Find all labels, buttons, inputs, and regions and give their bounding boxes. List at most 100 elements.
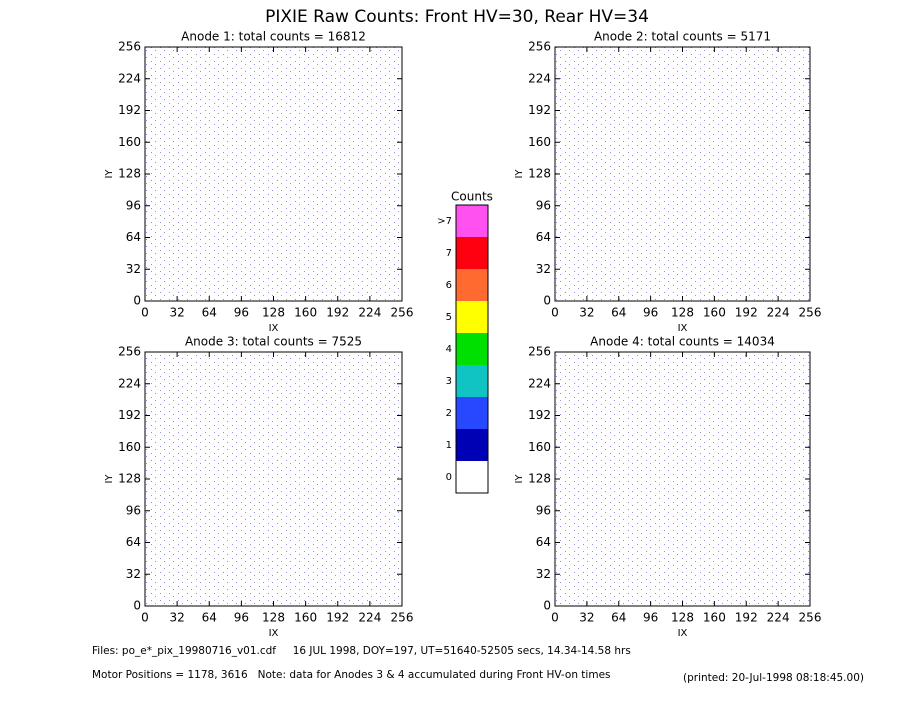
colorbar-label: >7 — [437, 216, 452, 227]
y-tick-label: 160 — [528, 440, 551, 454]
x-tick-label: 160 — [294, 306, 317, 320]
x-tick-label: 224 — [358, 306, 381, 320]
x-tick-label: 32 — [169, 306, 184, 320]
x-tick-label: 160 — [703, 611, 726, 625]
x-tick-label: 160 — [294, 611, 317, 625]
y-tick-label: 224 — [118, 376, 141, 390]
y-tick-label: 0 — [543, 294, 551, 308]
panel-title: Anode 1: total counts = 16812 — [181, 30, 366, 44]
x-tick-label: 192 — [326, 611, 349, 625]
colorbar-label: 0 — [446, 472, 452, 483]
x-tick-label: 192 — [735, 306, 758, 320]
y-tick-label: 32 — [536, 262, 551, 276]
colorbar-label: 2 — [446, 408, 452, 419]
x-tick-label: 0 — [141, 611, 149, 625]
panel-title: Anode 2: total counts = 5171 — [594, 30, 771, 44]
x-tick-label: 160 — [703, 306, 726, 320]
plot-texture — [145, 352, 402, 606]
y-tick-label: 64 — [126, 535, 141, 549]
x-tick-label: 96 — [643, 611, 658, 625]
y-tick-label: 96 — [536, 503, 551, 517]
x-tick-label: 96 — [643, 306, 658, 320]
y-tick-label: 256 — [528, 345, 551, 359]
y-tick-label: 64 — [536, 230, 551, 244]
x-axis-label: IX — [678, 628, 688, 639]
y-tick-label: 96 — [536, 198, 551, 212]
y-tick-label: 128 — [528, 167, 551, 181]
y-tick-label: 0 — [543, 599, 551, 613]
y-tick-label: 224 — [118, 71, 141, 85]
x-tick-label: 256 — [391, 611, 414, 625]
y-tick-label: 0 — [133, 294, 141, 308]
y-tick-label: 256 — [118, 40, 141, 54]
y-tick-label: 32 — [126, 567, 141, 581]
x-tick-label: 64 — [202, 611, 217, 625]
x-tick-label: 256 — [799, 306, 822, 320]
colorbar-swatch — [456, 333, 488, 365]
colorbar-swatch — [456, 237, 488, 269]
x-tick-label: 192 — [735, 611, 758, 625]
x-tick-label: 0 — [551, 306, 559, 320]
y-axis-label: IY — [104, 474, 115, 484]
x-tick-label: 256 — [799, 611, 822, 625]
colorbar-swatch — [456, 205, 488, 237]
colorbar-title: Counts — [451, 190, 493, 204]
plot-texture — [555, 352, 810, 606]
plot-texture — [145, 47, 402, 301]
y-tick-label: 128 — [528, 472, 551, 486]
x-tick-label: 96 — [234, 611, 249, 625]
y-tick-label: 128 — [118, 472, 141, 486]
panel-title: Anode 4: total counts = 14034 — [590, 335, 775, 349]
colorbar-swatch — [456, 429, 488, 461]
x-tick-label: 32 — [169, 611, 184, 625]
x-tick-label: 128 — [671, 611, 694, 625]
colorbar-swatch — [456, 461, 488, 493]
x-tick-label: 64 — [202, 306, 217, 320]
colorbar-swatch — [456, 365, 488, 397]
y-tick-label: 256 — [528, 40, 551, 54]
panel-title: Anode 3: total counts = 7525 — [185, 335, 362, 349]
x-axis-label: IX — [269, 628, 279, 639]
y-tick-label: 64 — [536, 535, 551, 549]
colorbar-swatch — [456, 301, 488, 333]
y-axis-label: IY — [514, 169, 525, 179]
x-tick-label: 128 — [262, 306, 285, 320]
x-tick-label: 96 — [234, 306, 249, 320]
colorbar-label: 7 — [446, 248, 452, 259]
colorbar-label: 6 — [446, 280, 452, 291]
y-tick-label: 160 — [528, 135, 551, 149]
y-tick-label: 192 — [528, 103, 551, 117]
x-tick-label: 224 — [767, 306, 790, 320]
plot-texture — [555, 47, 810, 301]
y-tick-label: 192 — [528, 408, 551, 422]
y-tick-label: 224 — [528, 71, 551, 85]
colorbar-label: 5 — [446, 312, 452, 323]
x-tick-label: 0 — [141, 306, 149, 320]
colorbar-swatch — [456, 397, 488, 429]
y-axis-label: IY — [514, 474, 525, 484]
y-tick-label: 64 — [126, 230, 141, 244]
y-tick-label: 256 — [118, 345, 141, 359]
x-tick-label: 64 — [611, 611, 626, 625]
x-tick-label: 224 — [767, 611, 790, 625]
footer-note: Motor Positions = 1178, 3616 Note: data … — [92, 669, 611, 681]
footer-printed: (printed: 20-Jul-1998 08:18:45.00) — [683, 672, 864, 684]
footer-files: Files: po_e*_pix_19980716_v01.cdf 16 JUL… — [92, 645, 631, 657]
y-tick-label: 192 — [118, 408, 141, 422]
y-tick-label: 0 — [133, 599, 141, 613]
y-tick-label: 224 — [528, 376, 551, 390]
colorbar-swatch — [456, 269, 488, 301]
y-tick-label: 160 — [118, 135, 141, 149]
y-tick-label: 32 — [536, 567, 551, 581]
x-tick-label: 32 — [579, 611, 594, 625]
colorbar-frame — [455, 204, 489, 494]
page-title: PIXIE Raw Counts: Front HV=30, Rear HV=3… — [265, 7, 649, 27]
x-tick-label: 0 — [551, 611, 559, 625]
y-tick-label: 128 — [118, 167, 141, 181]
colorbar-label: 4 — [446, 344, 452, 355]
y-tick-label: 96 — [126, 503, 141, 517]
x-tick-label: 128 — [671, 306, 694, 320]
x-tick-label: 192 — [326, 306, 349, 320]
y-tick-label: 96 — [126, 198, 141, 212]
y-axis-label: IY — [104, 169, 115, 179]
